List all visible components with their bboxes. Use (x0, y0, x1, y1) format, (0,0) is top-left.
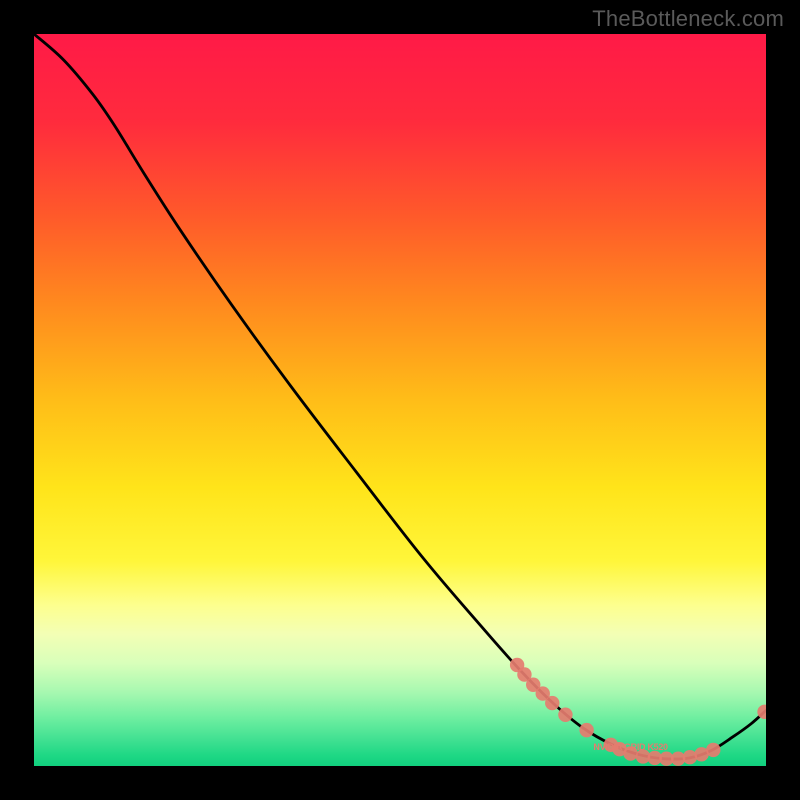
chart-svg: NVIDIA GRID K520 (34, 34, 766, 766)
data-marker (545, 696, 559, 710)
data-marker (579, 723, 593, 737)
chart-root: TheBottleneck.com NVIDIA GRID K520 (0, 0, 800, 800)
plot-area: NVIDIA GRID K520 (34, 34, 766, 766)
data-marker (558, 708, 572, 722)
watermark-label: TheBottleneck.com (592, 6, 784, 32)
cluster-label: NVIDIA GRID K520 (593, 742, 668, 752)
data-marker (706, 743, 720, 757)
gradient-background (34, 34, 766, 766)
